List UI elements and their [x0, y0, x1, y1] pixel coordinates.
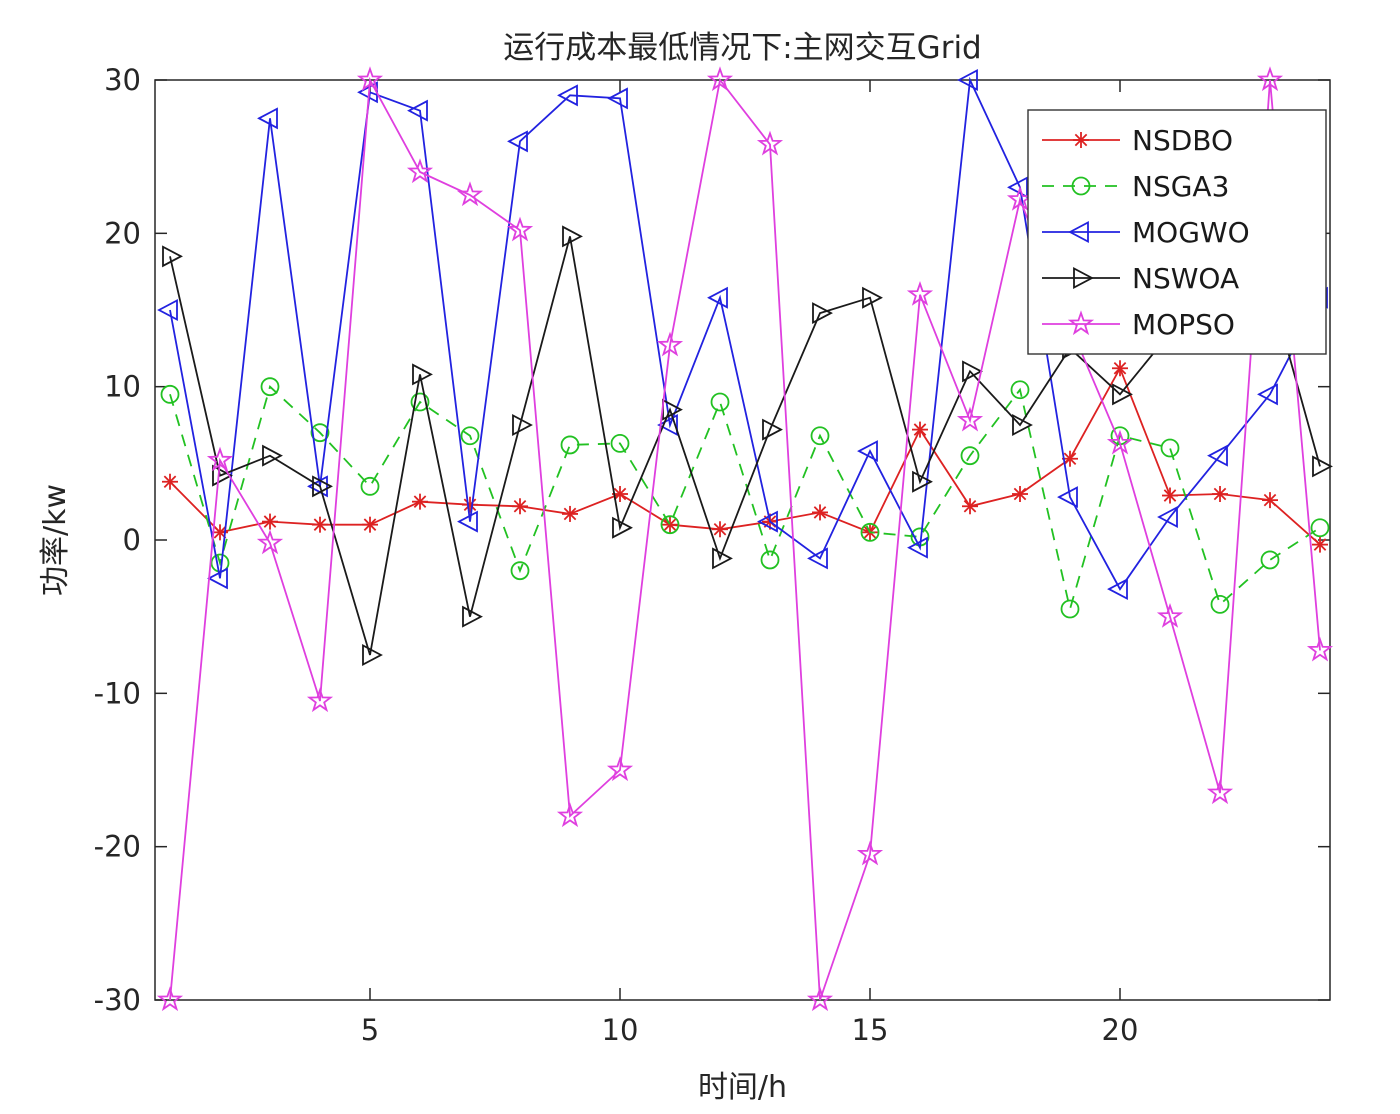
x-axis-label: 时间/h: [697, 1070, 788, 1105]
legend-marker-star-icon: [1067, 310, 1095, 336]
series-NSGA3: [160, 377, 1330, 619]
legend-marker-asterisk-icon: [1073, 132, 1089, 148]
x-tick-label: 15: [852, 1013, 889, 1047]
y-tick-label: 20: [104, 216, 141, 250]
legend-marker-triangle-left-icon: [1068, 221, 1089, 243]
legend-label: NSWOA: [1132, 262, 1239, 295]
legend-item-MOPSO: MOPSO: [1042, 308, 1235, 341]
series-line-MOPSO: [169, 76, 1321, 1001]
y-tick-label: 10: [104, 370, 141, 404]
legend-item-MOGWO: MOGWO: [1042, 216, 1250, 249]
x-tick-label: 5: [361, 1013, 379, 1047]
y-tick-label: 0: [123, 523, 141, 557]
series-NSDBO: [162, 360, 1328, 553]
series-line-NSDBO: [169, 366, 1321, 546]
series-markers-MOGWO: [157, 69, 1328, 601]
y-tick-label: 30: [104, 63, 141, 97]
x-tick-label: 20: [1102, 1013, 1139, 1047]
x-axis: 5 10 15 20: [361, 80, 1139, 1047]
series-markers-NSWOA: [162, 225, 1333, 666]
series-NSWOA: [162, 225, 1333, 666]
y-axis: -30 -20 -10 0 10 20 30: [94, 63, 1330, 1017]
legend-marker-triangle-right-icon: [1073, 267, 1094, 289]
y-tick-label: -20: [94, 830, 141, 864]
series-MOGWO: [157, 69, 1328, 601]
legend-item-NSDBO: NSDBO: [1042, 124, 1233, 157]
y-axis-label: 功率/kw: [38, 483, 73, 597]
legend-item-NSWOA: NSWOA: [1042, 262, 1239, 295]
legend-marker-circle-icon: [1071, 176, 1091, 196]
y-tick-label: -10: [94, 676, 141, 710]
legend-label: NSDBO: [1132, 124, 1233, 157]
legend: NSDBO NSGA3 MOGWO NSWOA MOPSO: [1027, 109, 1327, 355]
series-MOPSO: [156, 66, 1334, 1012]
chart-title: 运行成本最低情况下:主网交互Grid: [503, 30, 982, 66]
legend-label: MOPSO: [1132, 308, 1235, 341]
series-line-NSGA3: [169, 385, 1321, 610]
x-tick-label: 10: [602, 1013, 639, 1047]
legend-label: NSGA3: [1132, 170, 1229, 203]
legend-item-NSGA3: NSGA3: [1042, 170, 1229, 203]
series-markers-NSGA3: [160, 377, 1330, 619]
legend-label: MOGWO: [1132, 216, 1250, 249]
y-tick-label: -30: [94, 983, 141, 1017]
series-markers-NSDBO: [162, 360, 1328, 553]
series-line-MOGWO: [169, 76, 1321, 591]
series-line-NSWOA: [169, 236, 1321, 656]
